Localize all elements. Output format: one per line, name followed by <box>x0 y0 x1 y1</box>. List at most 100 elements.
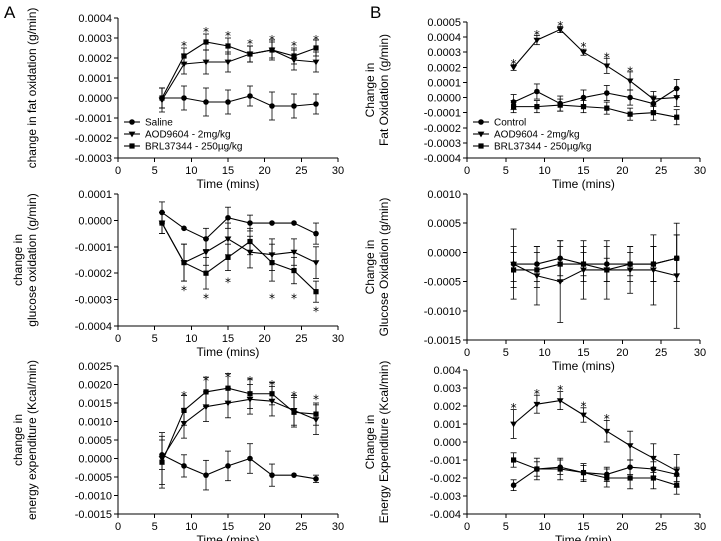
y-axis-label: change in <box>11 414 25 466</box>
x-tick-label: 20 <box>259 521 271 533</box>
series-square <box>159 33 319 109</box>
series-line <box>161 49 317 101</box>
y-tick-label: -0.002 <box>430 473 461 485</box>
series-point <box>511 267 517 273</box>
series-point <box>313 411 319 417</box>
series-line <box>161 222 317 264</box>
significance-star: * <box>581 399 587 413</box>
series-point <box>533 37 541 44</box>
x-tick-label: 15 <box>222 165 234 177</box>
series-point <box>290 249 298 256</box>
series-point <box>534 88 540 95</box>
series-point <box>269 47 275 53</box>
significance-star: * <box>203 291 209 305</box>
series-point <box>203 99 209 105</box>
x-axis-label: Time (mins) <box>197 345 260 359</box>
series-point <box>247 238 253 245</box>
legend-entry: AOD9604 - 2mg/kg <box>124 130 231 141</box>
series-point <box>313 476 319 482</box>
series-point <box>291 267 297 274</box>
series-square <box>510 98 680 126</box>
y-tick-label: 0.0010 <box>78 417 112 429</box>
significance-star: * <box>604 51 610 65</box>
significance-star: * <box>604 412 610 426</box>
series-point <box>627 111 633 117</box>
significance-star: * <box>247 374 253 388</box>
chart-a2: -0.0004 -0.0003 -0.0002 -0.0001 0.0000 0.0001… <box>11 189 344 359</box>
series-circle <box>159 85 319 121</box>
legend-label: BRL37344 - 250µg/kg <box>145 142 243 153</box>
x-tick-label: 30 <box>332 333 344 345</box>
series-point <box>269 220 275 226</box>
series-line <box>513 400 677 472</box>
series-square <box>159 372 319 489</box>
x-tick-label: 0 <box>464 521 470 533</box>
x-tick-label: 30 <box>694 347 706 359</box>
series-point <box>313 101 319 107</box>
y-tick-label: 0.0003 <box>427 47 461 59</box>
series-point <box>650 96 657 103</box>
series-point <box>312 59 320 66</box>
series-point <box>674 255 680 261</box>
x-tick-label: 10 <box>185 165 197 177</box>
y-tick-label: -0.0002 <box>75 268 112 280</box>
series-point <box>313 45 319 51</box>
y-tick-label: 0.0002 <box>78 53 112 65</box>
significance-star: * <box>313 305 319 319</box>
series-point <box>225 385 231 391</box>
y-tick-label: 0.0000 <box>78 215 112 227</box>
y-tick-label: 0.0000 <box>427 93 461 105</box>
x-tick-label: 30 <box>694 521 706 533</box>
x-tick-label: 20 <box>259 333 271 345</box>
y-axis-label: Energy Expenditure (Kcal/min) <box>377 361 391 524</box>
y-tick-label: 0.0002 <box>427 62 461 74</box>
series-line <box>513 263 677 283</box>
y-tick-label: 0.002 <box>433 401 461 413</box>
series-point <box>225 43 231 49</box>
x-tick-label: 5 <box>503 521 509 533</box>
series-point <box>580 94 587 101</box>
series-point <box>650 261 656 267</box>
series-square <box>159 212 319 303</box>
legend-label: AOD9604 - 2mg/kg <box>494 130 580 141</box>
series-point <box>556 27 564 33</box>
y-tick-label: 0.0025 <box>78 361 112 373</box>
y-tick-label: 0.0000 <box>78 93 112 105</box>
y-tick-label: -0.0001 <box>424 108 461 120</box>
series-point <box>313 289 319 295</box>
series-triangle <box>510 222 681 329</box>
legend-entry: BRL37344 - 250µg/kg <box>473 142 592 153</box>
y-tick-label: -0.0001 <box>75 113 112 125</box>
y-tick-label: 0.0000 <box>427 247 461 259</box>
legend-point <box>128 131 136 138</box>
series-point <box>269 472 275 478</box>
series-point <box>650 110 656 116</box>
y-tick-label: -0.0003 <box>75 153 112 165</box>
series-point <box>557 102 563 108</box>
series-point <box>313 230 319 237</box>
y-tick-label: -0.0003 <box>424 138 461 150</box>
x-tick-label: 20 <box>616 347 628 359</box>
legend-point <box>477 131 485 138</box>
y-tick-label: -0.003 <box>430 491 461 503</box>
y-tick-label: 0.001 <box>433 419 461 431</box>
series-point <box>247 93 253 99</box>
x-tick-label: 0 <box>115 521 121 533</box>
x-tick-label: 20 <box>616 521 628 533</box>
y-tick-label: 0.0010 <box>427 189 461 201</box>
series-point <box>580 470 587 476</box>
legend-point <box>478 119 484 125</box>
series-point <box>510 421 517 428</box>
series-point <box>534 267 540 273</box>
y-tick-label: 0.0001 <box>427 77 461 89</box>
x-tick-label: 0 <box>115 165 121 177</box>
series-point <box>534 466 540 472</box>
series-line <box>161 212 317 240</box>
y-tick-label: -0.0002 <box>424 123 461 135</box>
series-point <box>557 466 563 472</box>
x-tick-label: 5 <box>152 521 158 533</box>
x-tick-label: 0 <box>464 165 470 177</box>
legend-label: BRL37344 - 250µg/kg <box>494 142 592 153</box>
x-tick-label: 0 <box>464 347 470 359</box>
y-tick-label: -0.001 <box>430 455 461 467</box>
